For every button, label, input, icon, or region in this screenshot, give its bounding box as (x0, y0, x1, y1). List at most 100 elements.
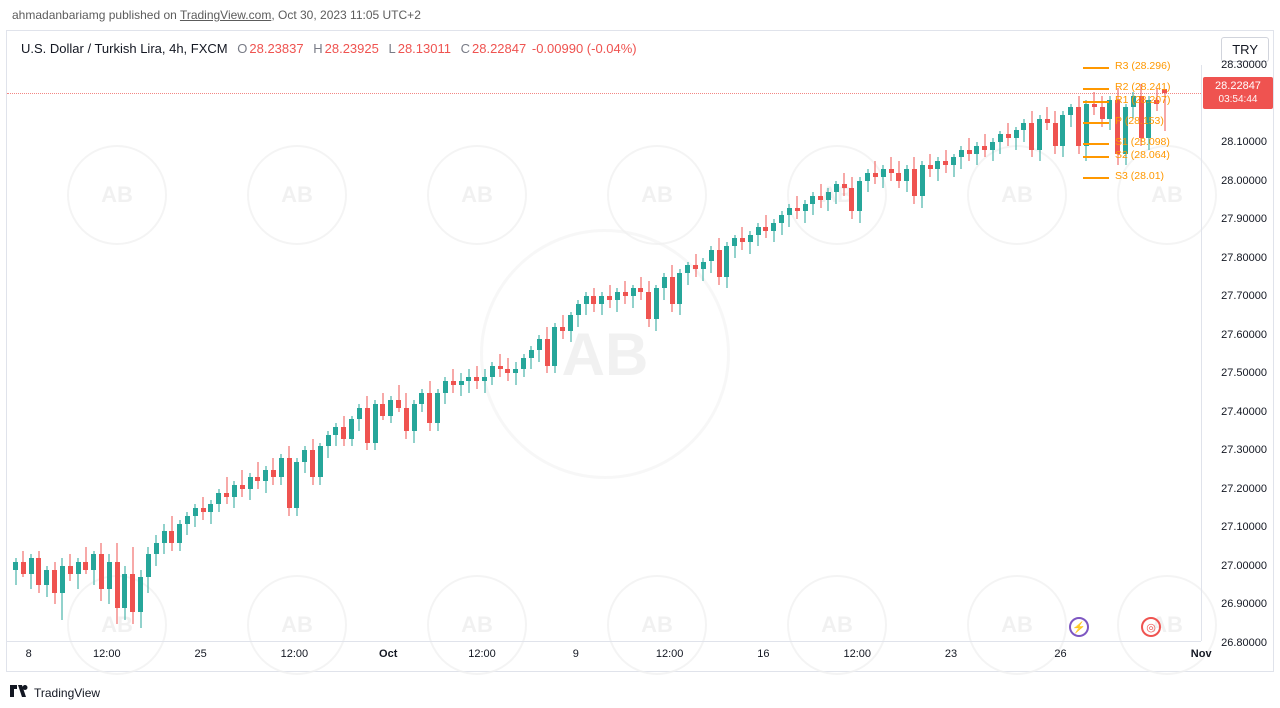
pivot-label: R2 (28.241) (1115, 81, 1170, 93)
y-tick: 28.00000 (1221, 175, 1267, 187)
candle (1076, 96, 1081, 154)
candle (169, 516, 174, 551)
last-price-line (7, 93, 1201, 94)
price-plot[interactable]: ABABABABABABABABABABABABABABABR3 (28.296… (7, 65, 1201, 641)
candle (599, 292, 604, 315)
candle (693, 254, 698, 277)
x-tick: 9 (573, 648, 579, 660)
y-tick: 27.80000 (1221, 252, 1267, 264)
candle (1084, 100, 1089, 162)
candle (928, 154, 933, 177)
y-tick: 27.60000 (1221, 329, 1267, 341)
candle (365, 396, 370, 450)
candle (677, 269, 682, 315)
pivot-line (1083, 177, 1109, 179)
candle (763, 215, 768, 238)
y-tick: 27.20000 (1221, 483, 1267, 495)
candle (44, 566, 49, 597)
candle (724, 242, 729, 288)
x-tick: 12:00 (281, 648, 309, 660)
pivot-label: P (28.153) (1115, 115, 1164, 127)
candle (505, 358, 510, 381)
watermark-icon: AB (247, 145, 347, 245)
candle (91, 551, 96, 586)
tradingview-link[interactable]: TradingView.com (180, 8, 271, 22)
candle (341, 416, 346, 447)
candle (631, 285, 636, 308)
candle (76, 558, 81, 589)
watermark-icon: AB (607, 145, 707, 245)
candle (36, 551, 41, 593)
y-tick: 27.50000 (1221, 367, 1267, 379)
candle (881, 165, 886, 188)
x-tick: 12:00 (93, 648, 121, 660)
candle (490, 362, 495, 385)
candle (122, 566, 127, 620)
candle (357, 404, 362, 431)
candle (670, 265, 675, 311)
candle (662, 273, 667, 300)
candle (208, 500, 213, 523)
lightning-icon[interactable]: ⚡ (1069, 617, 1089, 637)
candle (552, 323, 557, 373)
candle (912, 157, 917, 203)
x-tick: 26 (1054, 648, 1066, 660)
branding-footer: TradingView (10, 685, 100, 700)
candle (1060, 111, 1065, 157)
candle (60, 558, 65, 620)
candle (1006, 123, 1011, 146)
candle (482, 369, 487, 392)
candle (201, 497, 206, 520)
candle (1029, 111, 1034, 157)
candle (974, 142, 979, 165)
candle (1092, 92, 1097, 115)
candle (177, 520, 182, 551)
candle (584, 292, 589, 315)
y-tick: 27.10000 (1221, 521, 1267, 533)
candle (146, 547, 151, 593)
indicator-icons: ⚡◎ (1069, 617, 1161, 637)
candle (779, 211, 784, 234)
candle (638, 277, 643, 300)
tradingview-logo-icon (10, 685, 28, 700)
y-tick: 27.40000 (1221, 406, 1267, 418)
candle (29, 554, 34, 589)
symbol-legend[interactable]: U.S. Dollar / Turkish Lira, 4h, FXCM O28… (21, 41, 637, 56)
candle (193, 504, 198, 527)
candle (998, 131, 1003, 154)
candle (302, 446, 307, 473)
last-price-flag: 28.2284703:54:44 (1203, 77, 1273, 109)
candle (709, 246, 714, 273)
watermark-icon: AB (967, 145, 1067, 245)
candle (904, 165, 909, 192)
y-tick: 27.00000 (1221, 560, 1267, 572)
candle (107, 554, 112, 604)
x-tick: Nov (1191, 648, 1212, 660)
candle (842, 173, 847, 196)
x-tick: 12:00 (656, 648, 684, 660)
candle (1014, 127, 1019, 150)
y-tick: 26.90000 (1221, 598, 1267, 610)
candle (232, 481, 237, 508)
candle (130, 547, 135, 624)
candle (834, 181, 839, 204)
candle (185, 512, 190, 535)
x-axis[interactable]: 812:002512:00Oct12:00912:001612:002326No… (7, 641, 1201, 671)
candle (326, 431, 331, 458)
target-icon[interactable]: ◎ (1141, 617, 1161, 637)
candle (826, 188, 831, 211)
x-tick: Oct (379, 648, 397, 660)
y-axis[interactable]: 26.8000026.9000027.0000027.1000027.20000… (1201, 65, 1273, 641)
candle (889, 157, 894, 180)
candle (771, 219, 776, 242)
candle (513, 362, 518, 385)
candle (419, 389, 424, 412)
candle (537, 335, 542, 362)
candle (576, 300, 581, 327)
candle (99, 543, 104, 601)
candle (115, 543, 120, 624)
candle (427, 381, 432, 431)
candle (701, 258, 706, 281)
candle (529, 346, 534, 369)
candle (255, 462, 260, 489)
